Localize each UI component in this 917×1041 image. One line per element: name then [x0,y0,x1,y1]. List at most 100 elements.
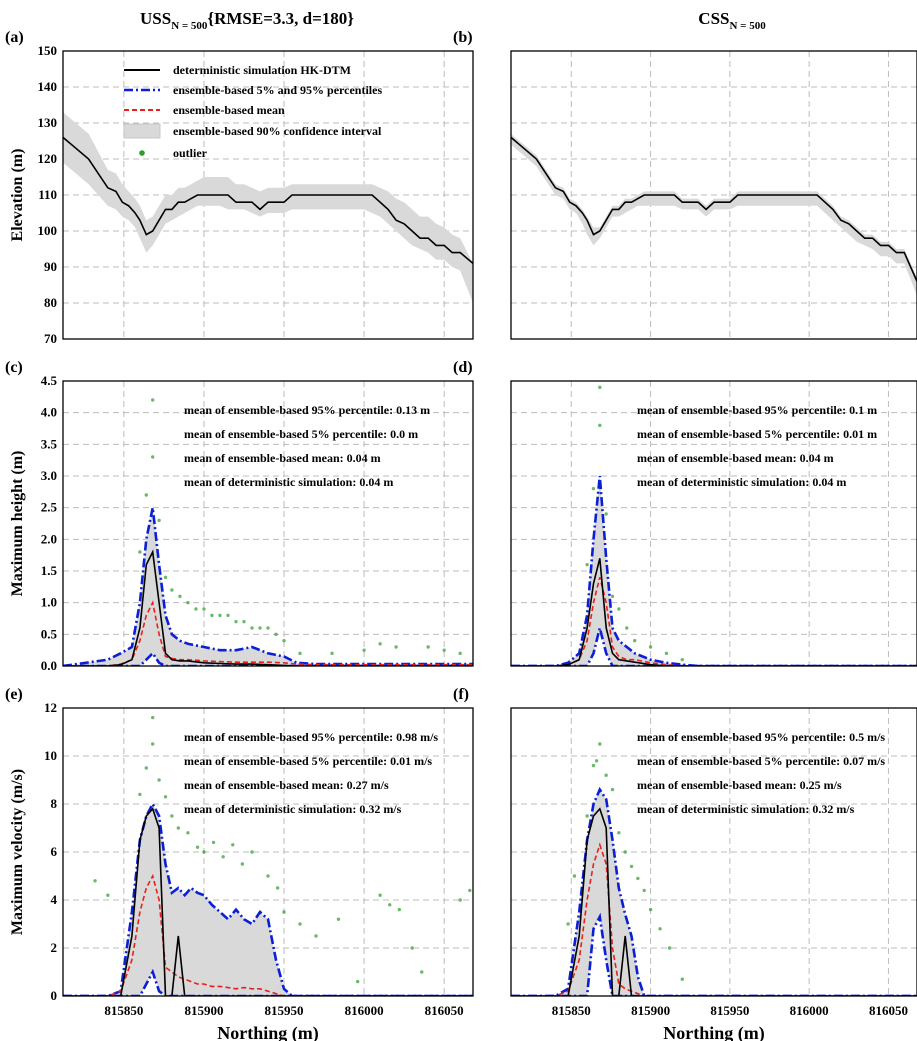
outlier-point [629,864,634,869]
outlier-point [250,626,254,630]
stat-annotation: mean of ensemble-based mean: 0.04 m [637,451,834,465]
outlier-point [604,512,608,516]
stat-annotation: mean of ensemble-based mean: 0.25 m/s [637,778,842,792]
outlier-point [566,922,570,926]
outlier-point [144,766,148,770]
outlier-point [636,876,640,881]
panel-frame [62,380,474,667]
deterministic-line [511,136,917,282]
mean-line [511,577,917,666]
outlier-point [93,879,97,883]
y-tick-label: 70 [44,331,57,346]
confidence-band [511,476,917,666]
outlier-point [221,855,225,859]
confidence-band [63,804,473,996]
stat-annotation: mean of deterministic simulation: 0.04 m [637,475,846,489]
outlier-point [211,840,216,845]
outlier-point [598,385,602,390]
outlier-point [591,763,596,768]
y-tick-label: 3.0 [41,468,57,483]
outlier-point [258,626,262,630]
mean-line [63,600,473,666]
mean-line [63,873,473,996]
outlier-point [585,562,589,567]
outlier-point [394,645,398,649]
y-tick-label: 2 [51,940,58,955]
outlier-point [218,613,222,618]
plot-area [511,385,917,666]
panel-label: (f) [453,686,469,703]
y-tick-label: 12 [44,700,57,715]
outlier-point [266,874,270,878]
y-tick-label: 4 [51,892,58,907]
column-title-left-sub: N = 500 [171,20,208,32]
deterministic-line [63,136,473,265]
outlier-point [617,831,621,835]
y-tick-label: 0.5 [41,626,58,641]
outlier-point [266,626,270,630]
plot-area [511,133,917,296]
plot-area [63,715,473,996]
y-axis-label: Maximum height (m) [9,451,26,597]
x-tick-label: 815950 [265,1003,304,1018]
percentile-95-line [511,786,917,996]
stat-annotation: mean of ensemble-based mean: 0.27 m/s [184,778,389,792]
plot-area [63,112,473,303]
outlier-point [658,927,662,931]
x-tick-label: 815850 [104,1003,143,1018]
outlier-point [591,486,596,491]
panel-frame [510,707,917,997]
panel-e: (e) 0 2 4 6 8 10 12 815850 815900 815950 816000 8160… [5,686,474,1041]
panel-label: (c) [5,359,23,376]
legend-mean-label: ensemble-based mean [173,103,285,117]
outlier-point [388,903,392,907]
panel-d: (d) mean of ensemble-based 95% percentile… [453,359,917,667]
outlier-point [170,814,174,818]
y-tick-label: 1.0 [41,595,57,610]
outlier-point [150,455,155,459]
deterministic-line [63,807,473,996]
column-title-left-suffix: {RMSE=3.3, d=180} [207,9,354,28]
outlier-point [378,893,382,897]
outlier-point [194,607,198,611]
percentile-95-line [63,801,473,996]
stat-annotation: mean of ensemble-based 95% percentile: 0… [184,730,438,744]
x-tick-label: 815950 [710,1003,749,1018]
y-tick-label: 130 [38,115,58,130]
stat-annotation: mean of ensemble-based 95% percentile: 0… [637,403,877,417]
mean-line [511,842,917,996]
outlier-point [378,642,382,646]
y-tick-label: 0 [51,988,58,1003]
outlier-point [604,773,608,777]
legend: deterministic simulation HK-DTM ensemble… [123,63,382,160]
svg-text:USSN = 500{RMSE=3.3, d=180}: USSN = 500{RMSE=3.3, d=180} [140,9,354,32]
outlier-point [282,638,286,643]
panel-f: (f) 815850 815900 815950 816000 816050 Northin… [453,686,917,1041]
outlier-point [150,398,155,402]
panel-a: (a) 70 80 90 100 110 120 130 140 150 Elevation (m) [5,29,474,346]
svg-text:CSSN = 500: CSSN = 500 [698,9,766,32]
outlier-point [594,759,599,763]
outlier-point [314,934,318,938]
percentile-95-line [63,507,473,666]
outlier-point [355,979,360,984]
stat-annotation: mean of ensemble-based 5% percentile: 0.… [637,427,877,441]
outlier-point [170,588,174,592]
y-tick-label: 1.5 [41,563,58,578]
stat-annotation: mean of ensemble-based mean: 0.04 m [184,451,381,465]
stat-annotation: mean of ensemble-based 5% percentile: 0.… [184,754,432,768]
y-tick-label: 2.5 [41,500,58,515]
outlier-point [163,575,168,580]
outlier-point [234,619,238,624]
outlier-point [598,742,602,746]
outlier-point [144,493,148,497]
outlier-point [625,626,629,630]
panel-c: (c) 0.0 0.5 1.0 1.5 2.0 2.5 3.0 3.5 4.0 4.5 Maximum… [5,359,474,673]
y-tick-label: 120 [38,151,58,166]
outlier-point [157,518,161,523]
outlier-point [226,613,230,618]
outlier-point [426,645,430,649]
outlier-point [598,423,602,428]
